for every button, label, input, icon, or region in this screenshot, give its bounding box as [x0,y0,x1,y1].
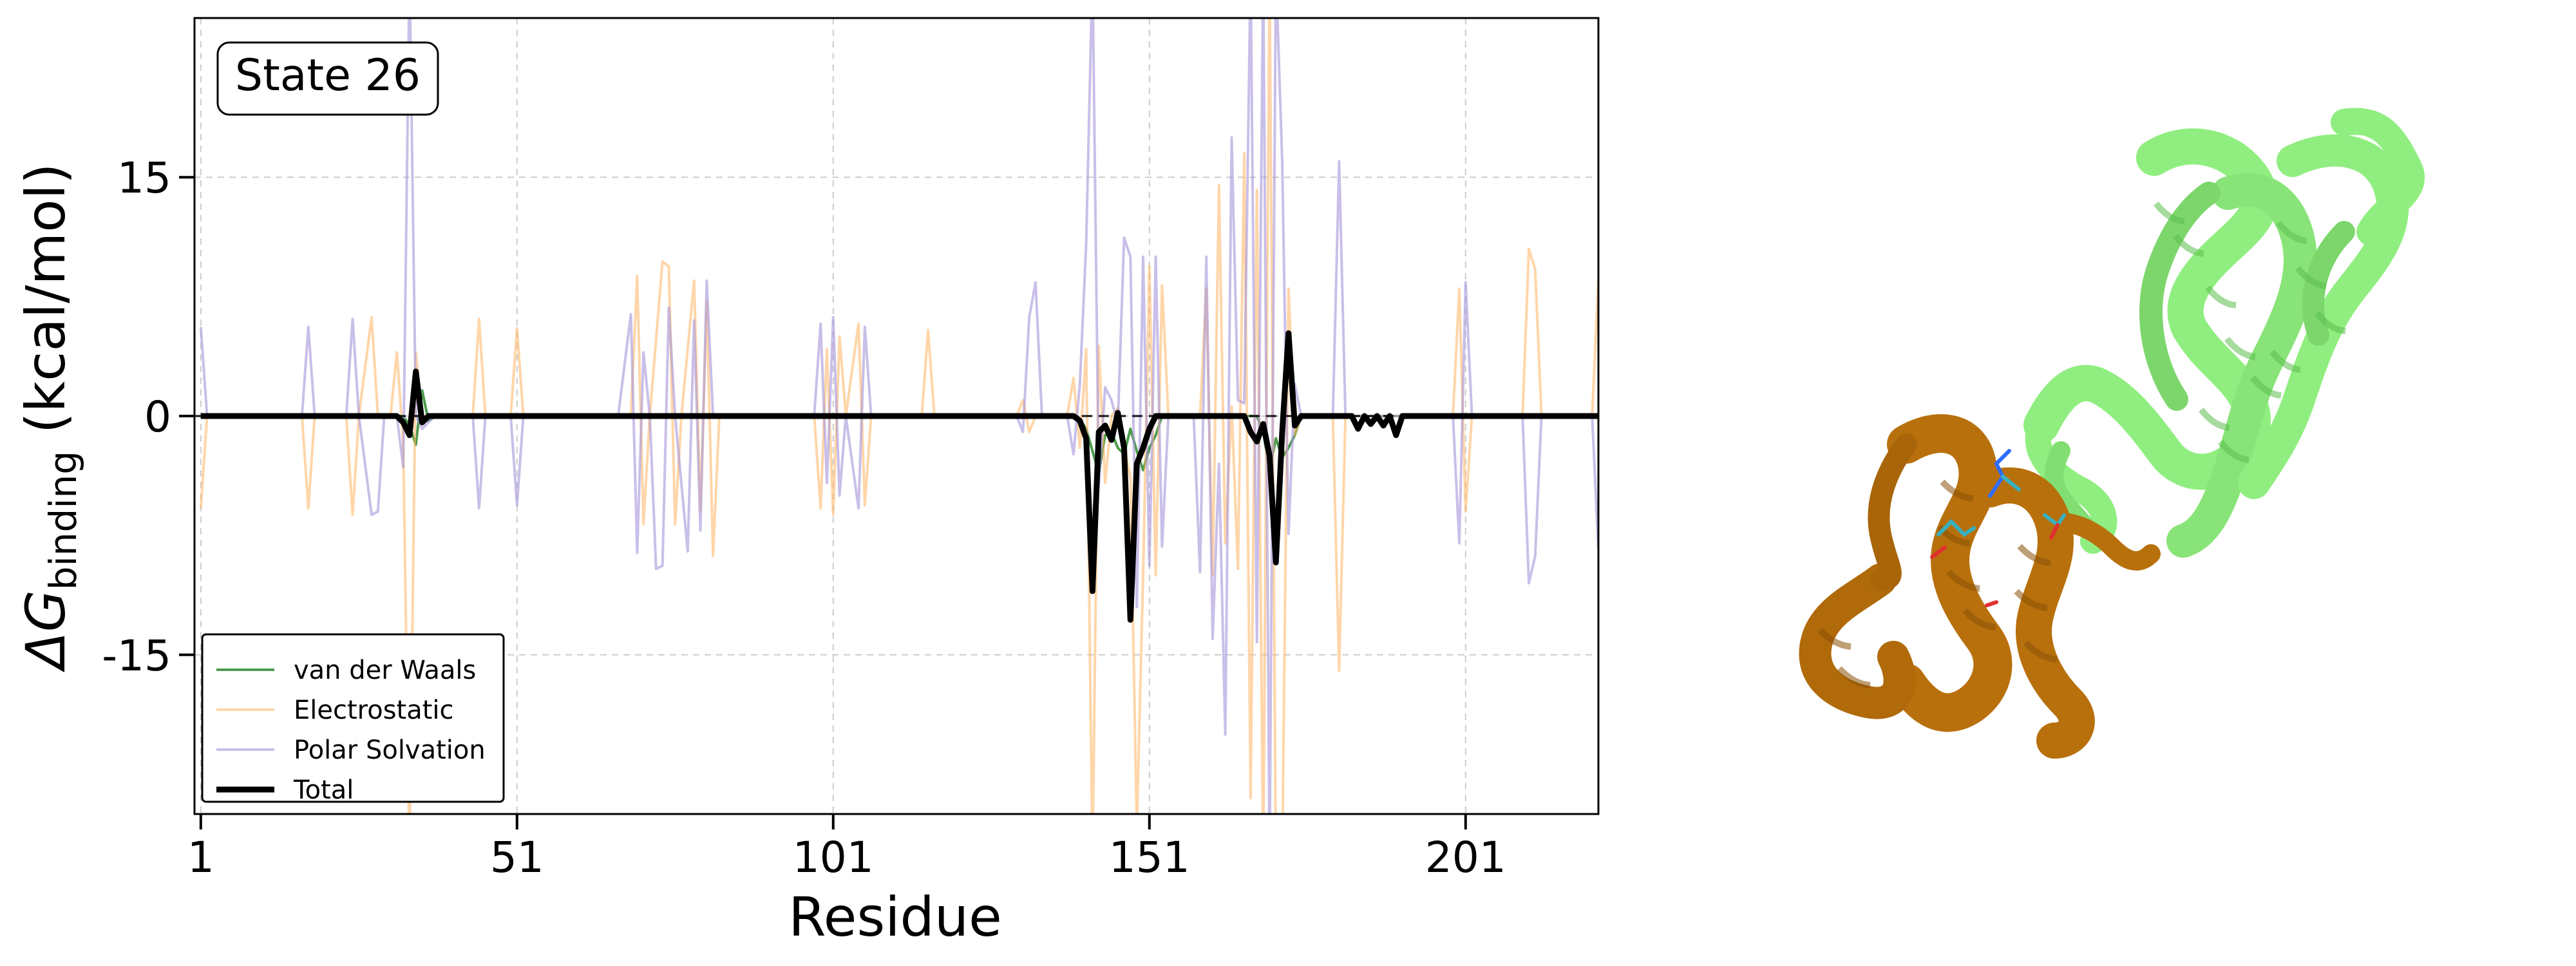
helix-turn [2224,336,2256,360]
y-axis-label-unit: (kcal/mol) [14,163,77,451]
green-helix-turns [2154,201,2346,463]
helix-turn [2199,407,2230,431]
state-annotation: State 26 [216,41,439,116]
helix-turn [2218,439,2249,463]
helix-turn [2173,233,2204,257]
legend-label-van-der-waals: van der Waals [294,656,476,685]
x-tick-label: 201 [1425,833,1506,882]
helix-turn [2014,589,2048,611]
x-tick-label: 51 [490,833,544,882]
legend: van der Waals Electrostatic Polar Solvatio… [201,633,505,805]
helix-turn [2269,349,2301,373]
helix-turn [2205,285,2237,308]
legend-box [201,633,505,803]
x-tick-label: 101 [793,833,874,882]
helix-turn [1837,666,1871,688]
interface-side-chains [1930,449,2066,607]
legend-label-polar-solvation: Polar Solvation [294,735,486,765]
helix-turn [1962,608,1996,630]
x-tick-label: 151 [1109,833,1190,882]
x-axis-label: Residue [788,886,1002,949]
helix-turn [1817,627,1852,650]
helix-turn [2250,375,2282,399]
y-axis-label-subscript: binding [41,451,85,590]
legend-label-total: Total [293,775,354,805]
helix-turn [2017,544,2051,566]
state-annotation-text: State 26 [235,50,421,101]
x-tick-label: 1 [187,833,214,882]
helix-turn [2295,265,2327,289]
brown-protein-chain [1799,414,2161,759]
state-annotation-box [216,41,439,116]
helix-turn [2023,640,2058,663]
helix-turn [2154,201,2185,225]
x-axis-ticks: 1 51 101 151 201 [187,814,1506,882]
y-axis-label: ΔGbinding (kcal/mol) [14,163,85,673]
y-tick-label: -15 [102,631,171,681]
protein-structure-render [1799,108,2425,759]
helix-turn [2276,220,2307,244]
binding-energy-chart: 1 51 101 151 201 150-15 Residue ΔGbinding (k… [14,17,1600,949]
green-protein-chain [2023,108,2425,558]
series-line-polar-solvation [199,18,1598,814]
helix-turn [1940,479,1974,502]
y-axis-label-main: ΔG [14,590,77,673]
helix-turn [2315,310,2346,334]
y-tick-label: 15 [117,153,171,203]
y-axis-ticks: 15 0 -15 [102,153,194,681]
legend-label-electrostatic: Electrostatic [294,696,454,725]
y-tick-label: 0 [144,392,171,442]
helix-turn [1946,569,1980,592]
